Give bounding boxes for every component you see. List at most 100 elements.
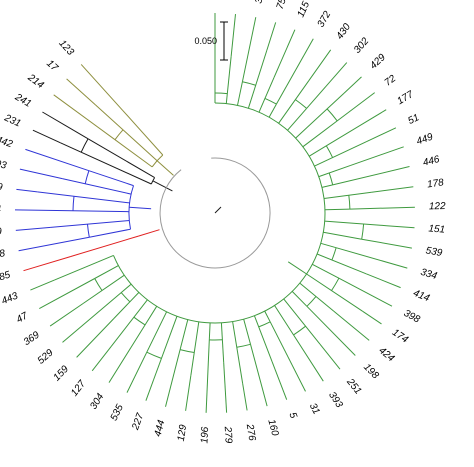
tip-label: 47	[15, 310, 30, 325]
scale-bar-label: 0.050	[194, 36, 217, 46]
tip-label: 251	[344, 376, 364, 397]
tip-label: 529	[36, 347, 56, 366]
tip-label: 51	[406, 112, 421, 127]
tip-label: 177	[395, 89, 415, 107]
clade-stem	[152, 180, 173, 192]
internal-branch	[258, 77, 275, 113]
internal-branch	[291, 291, 308, 307]
internal-branch	[274, 305, 294, 336]
internal-branch	[179, 319, 189, 350]
tip-branch	[185, 375, 192, 411]
tip-branch	[32, 129, 61, 144]
clade-arc	[242, 81, 256, 86]
clade-stem	[129, 206, 152, 210]
tip-label: 229	[0, 226, 3, 239]
tip-label: 449	[415, 131, 435, 147]
tip-branch	[16, 188, 38, 193]
tip-label: 129	[176, 423, 189, 442]
internal-branch	[122, 110, 164, 156]
internal-branch	[113, 292, 140, 319]
tip-branch	[30, 279, 55, 291]
tip-label: 444	[153, 419, 168, 438]
tip-label: 72	[383, 73, 399, 89]
internal-branch	[324, 208, 350, 211]
internal-branch	[88, 170, 134, 187]
tip-branch	[126, 351, 148, 393]
internal-branch	[323, 231, 362, 240]
tip-label: 393	[326, 390, 345, 410]
clade-stem	[287, 261, 307, 275]
internal-branch	[299, 282, 335, 312]
internal-branch	[312, 263, 340, 279]
tip-label: 398	[402, 308, 422, 326]
tip-label: 442	[0, 134, 14, 150]
tip-branch	[53, 94, 116, 141]
tip-label: 227	[130, 412, 147, 433]
clade-arc	[326, 108, 338, 122]
tip-label: 115	[296, 0, 313, 19]
tip-label: 214	[25, 72, 46, 92]
tip-label: 123	[56, 38, 76, 58]
tip-label: 304	[88, 391, 106, 411]
tip-label: 196	[199, 426, 211, 444]
internal-branch	[306, 273, 363, 312]
tip-label: 127	[69, 378, 88, 398]
internal-branch	[50, 220, 130, 228]
tip-branch	[362, 310, 382, 325]
internal-branch	[268, 103, 277, 118]
tip-label: 159	[51, 363, 71, 383]
tip-branch	[230, 14, 236, 57]
clade-arc	[214, 92, 228, 95]
tip-label: 446	[422, 154, 441, 169]
internal-branch	[302, 120, 338, 148]
clade-arc	[179, 349, 195, 353]
internal-branch	[323, 191, 372, 199]
tip-label: 160	[265, 418, 280, 437]
tip-branch	[49, 303, 84, 327]
tip-label: 306	[253, 0, 267, 5]
tip-branch	[39, 278, 95, 310]
internal-branch	[190, 321, 200, 376]
internal-branch	[87, 138, 155, 179]
tip-branch	[306, 305, 356, 356]
tip-branch	[273, 29, 296, 78]
tip-label: 303	[0, 157, 8, 171]
tip-branch	[250, 344, 268, 407]
internal-branch	[287, 108, 307, 131]
tip-label: 369	[22, 329, 42, 348]
tip-label: 429	[368, 52, 388, 72]
tip-label: 302	[352, 36, 372, 56]
tip-branch	[326, 109, 387, 147]
internal-branch	[264, 310, 271, 323]
tip-branch	[66, 78, 96, 106]
clade-arc	[133, 316, 146, 326]
internal-branch	[146, 311, 168, 353]
internal-branch	[82, 274, 125, 304]
internal-branch	[94, 265, 119, 279]
internal-branch	[120, 283, 132, 293]
clade-arc	[120, 292, 131, 303]
clade-stem	[138, 229, 160, 237]
internal-branch	[72, 210, 130, 213]
internal-branch	[114, 139, 153, 168]
tip-branch	[241, 17, 257, 82]
tip-branch	[91, 346, 112, 372]
internal-branch	[318, 164, 352, 178]
tip-branch	[165, 349, 181, 407]
internal-branch	[320, 242, 337, 249]
clade-backbone-arc	[128, 185, 134, 230]
tip-branch	[15, 226, 51, 231]
tip-branch	[25, 148, 90, 172]
internal-branch	[153, 316, 178, 381]
tip-branch	[365, 127, 397, 143]
tip-label: 424	[376, 345, 396, 364]
tip-branch	[319, 343, 341, 370]
internal-branch	[278, 80, 310, 124]
tip-label: 85	[0, 270, 12, 284]
clade-stem	[156, 160, 174, 176]
clade-arc	[328, 172, 334, 186]
tip-branch	[242, 383, 248, 411]
tip-label: 414	[411, 288, 431, 305]
tip-label: 31	[307, 401, 322, 416]
clade-arc	[146, 351, 162, 359]
